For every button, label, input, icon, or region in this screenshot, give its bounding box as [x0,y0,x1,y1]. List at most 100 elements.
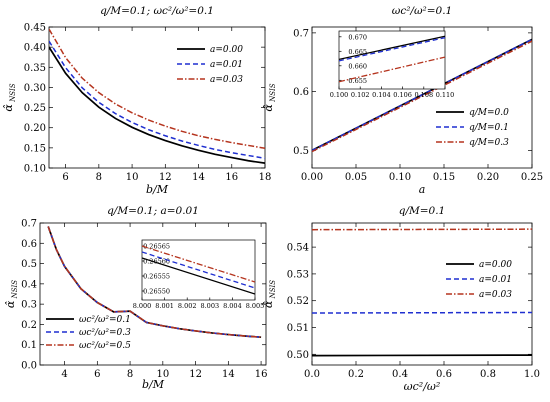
x-tick-label: 12 [189,369,202,380]
y-tick-label: 0.7 [21,219,37,230]
x-tick-label: 0.10 [389,172,411,183]
y-tick-label: 0.20 [24,123,46,134]
x-tick-label: 0.0 [304,369,320,380]
inset-y-tick-label: 0.26560 [143,258,170,266]
y-axis-label: α̂ NSIS [4,280,19,308]
inset-x-tick-label: 0.110 [436,91,455,99]
panel-3: 4 6 8 10 12 14 16 0.0 0.1 0.2 0.3 0.4 0.5 0.6 0.7 ωc²/ω… [21,219,267,392]
legend-label: ωc²/ω²=0.1 [79,315,131,325]
y-tick-label: 0.6 [21,239,37,250]
inset-x-tick-label: 8.001 [155,302,174,310]
x-tick-label: 10 [156,369,169,380]
x-tick-label: 14 [192,172,205,183]
inset-series-line [339,56,445,83]
x-tick-label: 0.15 [433,172,455,183]
panel-title: q/M=0.1; a=0.01 [107,205,199,217]
inset-series [142,245,255,295]
legend-label: q/M=0.3 [469,138,509,148]
legend-label: q/M=0.1 [469,123,509,133]
inset-x-tick-label: 8.003 [200,302,219,310]
x-tick-label: 12 [159,172,172,183]
y-tick-label: 0.5 [293,146,309,157]
x-tick-label: 6 [94,369,100,380]
x-tick-label: 4 [61,369,67,380]
y-axis-label-text: α̂ NSIS [4,280,19,308]
y-tick-label: 0.50 [287,350,309,361]
alpha-hat-symbol: α̂ [262,104,275,112]
plot-frame [48,26,266,169]
series-group [312,228,532,357]
series-line-3 [47,226,262,338]
x-tick-label: 16 [255,369,268,380]
legend-label: ωc²/ω²=0.3 [79,328,131,338]
series-line-3 [49,28,265,149]
legend-label: a=0.03 [210,75,243,85]
series-line-2 [312,311,532,314]
inset-x-tick-label: 0.100 [330,91,349,99]
y-tick-label: 0.51 [287,323,309,334]
y-tick-label: 0.1 [21,340,37,351]
inset-series-line [142,257,255,295]
y-axis-label: α̂ NSIS [262,83,277,111]
series-group [312,38,532,153]
nsis-subscript: NSIS [269,280,277,301]
y-tick-label: 0.6 [293,87,309,98]
inset-y-tick-label: 0.26565 [143,243,170,251]
panel-title: q/M=0.1; ωc²/ω²=0.1 [100,5,214,17]
y-tick-label: 0.5 [21,259,37,270]
inset-x-tick-label: 8.004 [223,302,242,310]
inset-y-tick-label: 0.665 [348,48,367,56]
y-tick-label: 0.54 [287,243,309,254]
plot-frame [311,26,533,169]
legend-label: q/M=0.0 [469,108,509,118]
x-tick-label: 0.4 [392,369,408,380]
x-axis-label: ωc²/ω² [404,380,441,393]
inset-x-tick-label: 0.102 [351,91,370,99]
legend: a=0.00 a=0.01 a=0.03 [177,45,243,85]
inset-series-line [339,37,445,62]
inset-x-tick-label: 0.104 [372,91,391,99]
inset-series-line [142,245,255,283]
x-tick-label: 0.00 [301,172,323,183]
panel-1: 6 8 10 12 14 16 18 0.10 0.15 0.20 0.25 0.30 0.35 0.40… [24,23,272,197]
y-tick-label: 0.25 [24,103,46,114]
inset: 0.100 0.102 0.104 0.106 0.108 0.110 0.655 0.660… [330,30,455,99]
y-axis-label: α̂ NSIS [262,280,277,308]
alpha-hat-symbol: α̂ [262,300,275,308]
x-axis-label: b/M [146,183,169,196]
inset-x-tick-label: 8.000 [133,302,152,310]
y-tick-label: 0.45 [24,23,46,34]
x-tick-label: 0.6 [436,369,452,380]
x-tick-label: 8 [96,172,102,183]
nsis-subscript: NSIS [11,280,19,301]
legend: q/M=0.0 q/M=0.1 q/M=0.3 [436,108,509,148]
inset-x-tick-label: 8.005 [246,302,265,310]
series-line-2 [49,40,265,160]
y-axis-label-text: α̂ NSIS [262,83,277,111]
inset-x-tick-label: 8.002 [178,302,197,310]
plot-frame [39,222,267,366]
x-tick-label: 0.20 [477,172,499,183]
x-tick-label: 0.8 [480,369,496,380]
nsis-subscript: NSIS [9,83,17,104]
y-tick-label: 0.15 [24,143,46,154]
legend-label: a=0.01 [479,275,512,285]
alpha-hat-symbol: α̂ [2,104,15,112]
inset-y-tick-label: 0.670 [348,33,367,41]
legend-label: a=0.00 [210,45,243,55]
series-line-1 [49,46,265,165]
plot-frame [311,222,533,366]
y-tick-label: 0.2 [21,320,37,331]
inset-x-tick-label: 0.108 [414,91,433,99]
x-tick-label: 0.2 [348,369,364,380]
inset-x-tick-label: 0.106 [393,91,412,99]
y-tick-label: 0.7 [293,28,309,39]
inset-y-tick-label: 0.660 [348,62,367,70]
y-tick-label: 0.3 [21,300,37,311]
y-tick-label: 0.30 [24,83,46,94]
series-line-1 [312,354,532,357]
y-axis-label: α̂ NSIS [2,83,17,111]
inset-y-tick-label: 0.655 [348,77,367,85]
y-tick-label: 0.52 [287,296,309,307]
